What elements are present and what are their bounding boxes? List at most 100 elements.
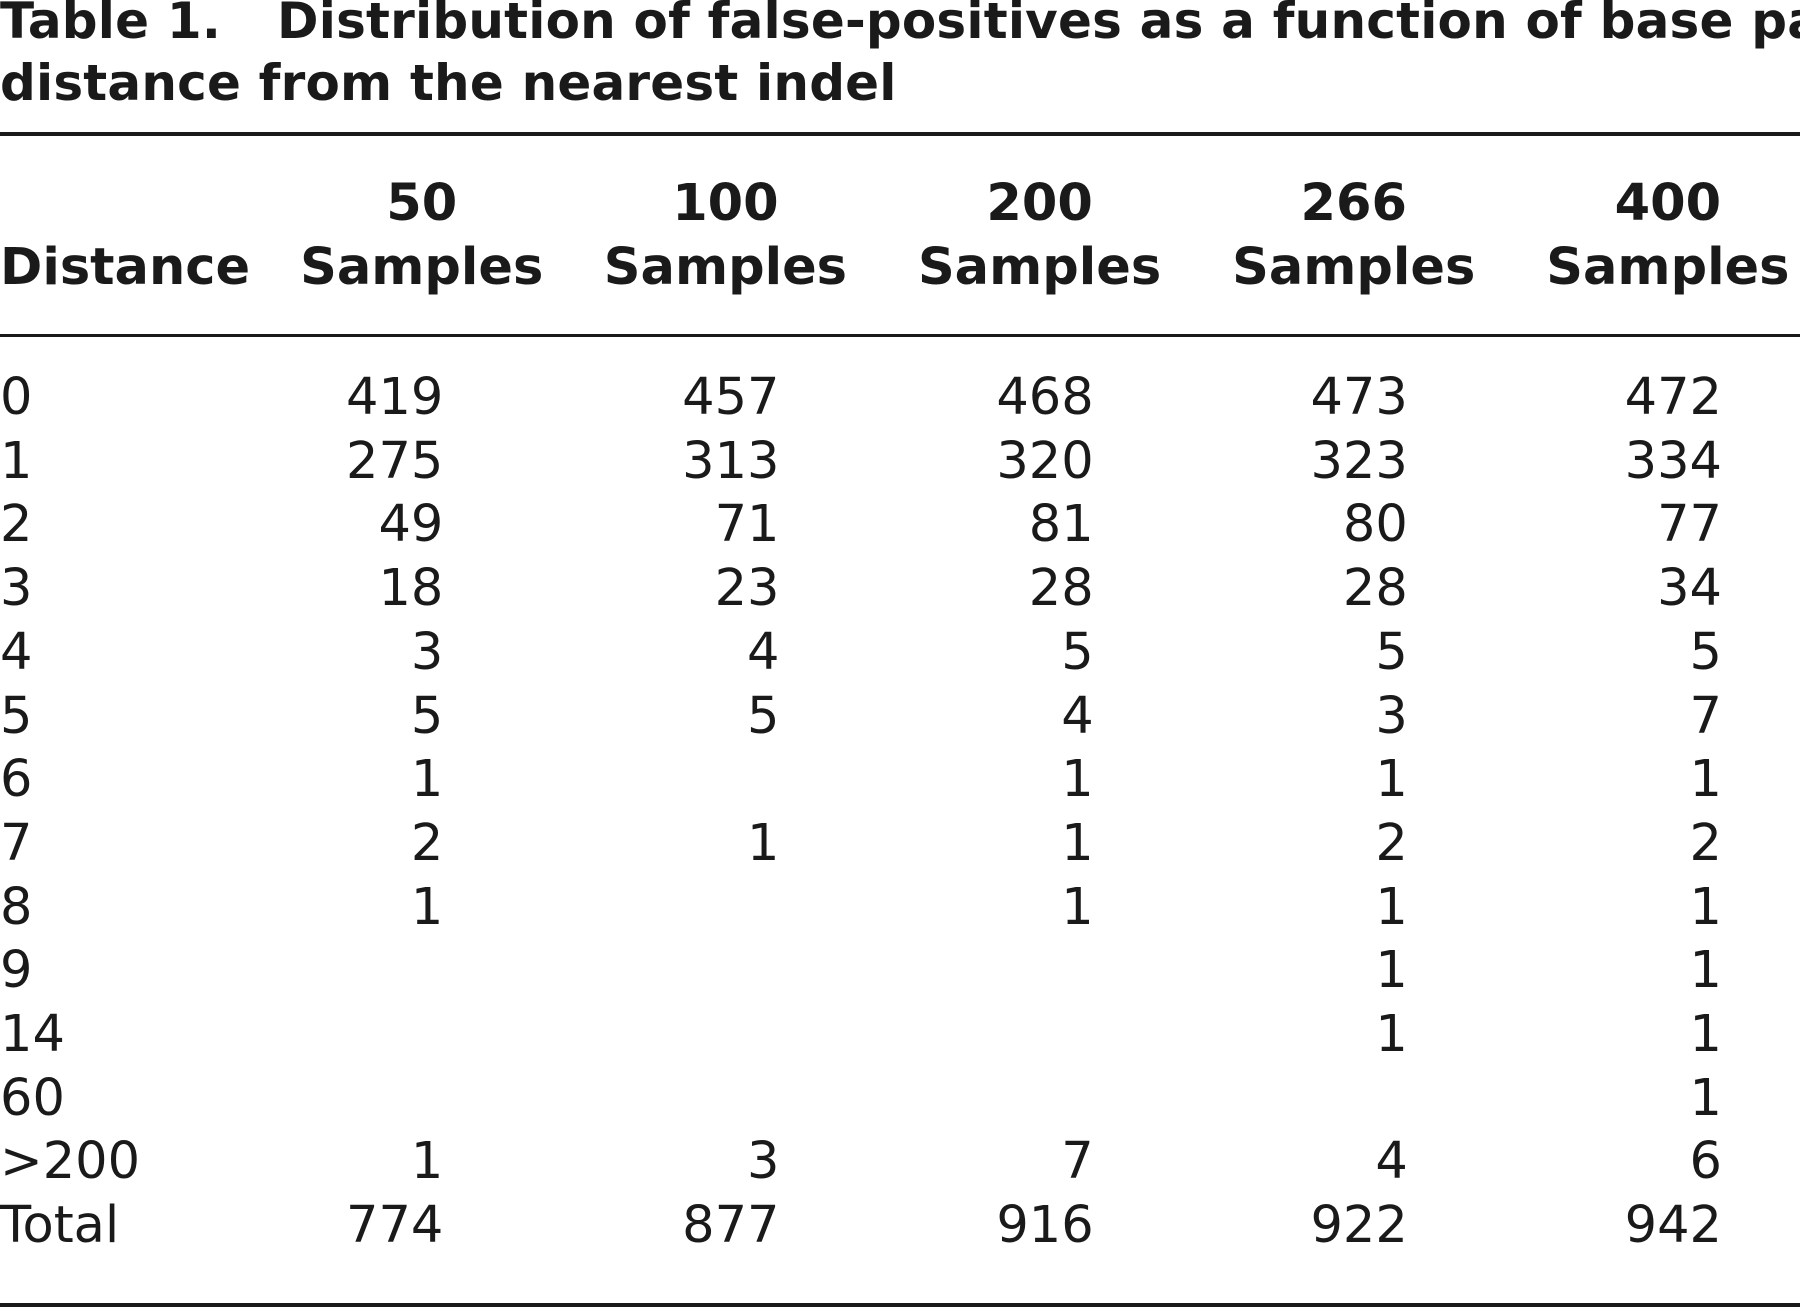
cell-100-samples: 3 <box>747 1132 780 1192</box>
table-row: 3 18 23 28 28 34 <box>0 557 1800 621</box>
cell-200-samples: 28 <box>1028 559 1094 619</box>
cell-266-samples: 323 <box>1310 431 1408 491</box>
cell-400-samples: 1 <box>1689 1068 1722 1128</box>
cell-200-samples <box>858 939 1172 1003</box>
column-header-line2: Distance <box>0 238 251 297</box>
column-header-line1: 200 <box>986 174 1093 233</box>
cell-distance: Total <box>0 1196 120 1256</box>
column-header-line2: Samples <box>1546 238 1790 297</box>
cell-200-samples: 1 <box>1061 877 1094 937</box>
cell-50-samples <box>250 939 543 1003</box>
cell-distance: 7 <box>0 813 33 873</box>
column-header-50-samples: 50 Samples <box>250 172 543 300</box>
caption-line-1: Table 1. Distribution of false-positives … <box>0 0 1800 52</box>
cell-200-samples: 4 <box>1061 686 1094 746</box>
cell-100-samples: 5 <box>747 686 780 746</box>
cell-distance: 9 <box>0 941 33 1001</box>
cell-400-samples: 77 <box>1657 495 1722 555</box>
cell-50-samples: 1 <box>410 877 444 937</box>
header-rule <box>0 334 1800 337</box>
table-caption: Table 1. Distribution of false-positives … <box>0 0 1800 114</box>
bottom-rule <box>0 1303 1800 1307</box>
cell-400-samples: 1 <box>1689 750 1722 810</box>
column-header-line2: Samples <box>1232 238 1476 297</box>
column-header-line1: 266 <box>1300 174 1407 233</box>
table-row: 5 5 5 4 3 7 <box>0 685 1800 749</box>
cell-50-samples: 1 <box>410 750 444 810</box>
cell-100-samples <box>543 876 857 940</box>
cell-50-samples: 2 <box>410 813 444 873</box>
cell-266-samples: 1 <box>1375 877 1408 937</box>
table-title-line-2: distance from the nearest indel <box>0 54 897 112</box>
cell-266-samples <box>1172 1067 1486 1131</box>
cell-400-samples: 1 <box>1689 941 1722 1001</box>
cell-distance: 3 <box>0 559 33 619</box>
cell-266-samples: 1 <box>1375 750 1408 810</box>
table-row: 8 1 1 1 1 <box>0 876 1800 940</box>
cell-50-samples: 419 <box>346 368 444 427</box>
column-header-100-samples: 100 Samples <box>543 172 857 300</box>
cell-50-samples <box>250 1067 543 1131</box>
column-header-400-samples: 400 Samples <box>1486 172 1800 300</box>
cell-distance: 8 <box>0 877 33 937</box>
cell-100-samples <box>543 1003 857 1067</box>
cell-100-samples: 23 <box>714 559 780 619</box>
cell-100-samples: 71 <box>714 495 780 555</box>
table-row: 0 419 457 468 473 472 <box>0 366 1800 430</box>
column-header-line2: Samples <box>300 238 544 297</box>
cell-266-samples: 4 <box>1375 1132 1408 1192</box>
cell-distance: 2 <box>0 495 33 555</box>
cell-400-samples: 1 <box>1689 877 1722 937</box>
cell-400-samples: 1 <box>1689 1005 1722 1065</box>
cell-200-samples <box>858 1003 1172 1067</box>
cell-50-samples <box>250 1003 543 1067</box>
cell-distance: 14 <box>0 1005 65 1065</box>
column-header-266-samples: 266 Samples <box>1172 172 1486 300</box>
cell-distance: 4 <box>0 622 33 682</box>
table-row: 7 2 1 1 2 2 <box>0 812 1800 876</box>
table-row: 2 49 71 81 80 77 <box>0 493 1800 557</box>
total-row: Total 774 877 916 922 942 <box>0 1194 1800 1258</box>
cell-100-samples: 1 <box>747 813 780 873</box>
data-table: Distance 50 Samples 100 Samples 200 Samp… <box>0 172 1800 1258</box>
column-header-line2: Samples <box>603 238 848 297</box>
cell-400-samples: 6 <box>1689 1132 1722 1192</box>
cell-50-samples: 49 <box>378 495 444 555</box>
cell-266-samples: 28 <box>1342 559 1408 619</box>
cell-266-samples: 922 <box>1310 1196 1408 1256</box>
cell-400-samples: 7 <box>1689 686 1722 746</box>
cell-200-samples: 320 <box>996 431 1094 491</box>
cell-distance: 0 <box>0 368 33 427</box>
cell-100-samples <box>543 939 857 1003</box>
table-row: 60 1 <box>0 1067 1800 1131</box>
cell-100-samples <box>543 1067 857 1131</box>
table-title-line-1: Distribution of false-positives as a fun… <box>277 0 1800 50</box>
cell-200-samples: 1 <box>1061 750 1094 810</box>
cell-50-samples: 18 <box>378 559 444 619</box>
column-header-line1: 50 <box>386 174 458 233</box>
cell-200-samples: 5 <box>1061 622 1094 682</box>
column-header-line1 <box>0 172 250 236</box>
cell-200-samples: 468 <box>996 368 1094 427</box>
cell-400-samples: 34 <box>1657 559 1722 619</box>
cell-200-samples: 81 <box>1028 495 1094 555</box>
cell-distance: 60 <box>0 1068 65 1128</box>
table-row: 1 275 313 320 323 334 <box>0 430 1800 494</box>
cell-50-samples: 5 <box>410 686 444 746</box>
cell-100-samples: 457 <box>682 368 780 427</box>
cell-400-samples: 2 <box>1689 813 1722 873</box>
cell-distance: 6 <box>0 750 33 810</box>
cell-200-samples: 1 <box>1061 813 1094 873</box>
top-rule <box>0 132 1800 136</box>
column-header-line2: Samples <box>917 238 1162 297</box>
cell-266-samples: 5 <box>1375 622 1408 682</box>
table-row: 4 3 4 5 5 5 <box>0 621 1800 685</box>
column-header-line1: 100 <box>672 174 779 233</box>
table-row: 14 1 1 <box>0 1003 1800 1067</box>
cell-distance: 5 <box>0 686 33 746</box>
cell-50-samples: 774 <box>346 1196 444 1256</box>
header-row: Distance 50 Samples 100 Samples 200 Samp… <box>0 172 1800 300</box>
table-row: >200 1 3 7 4 6 <box>0 1130 1800 1194</box>
column-header-200-samples: 200 Samples <box>858 172 1172 300</box>
cell-100-samples: 313 <box>682 431 780 491</box>
